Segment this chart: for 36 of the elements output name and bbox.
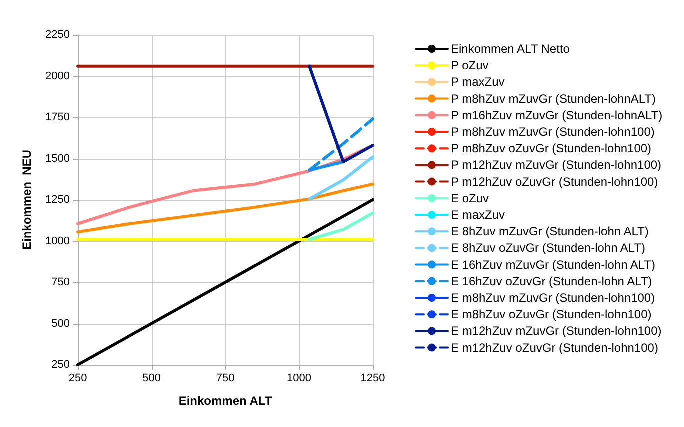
legend-label: Einkommen ALT Netto [451, 42, 570, 56]
legend-label: P m8hZuv mZuvGr (Stunden-lohnALT) [451, 92, 656, 106]
y-tick-label: 2000 [46, 70, 70, 82]
x-tick-label: 750 [216, 372, 235, 384]
y-tick-label: 1750 [46, 112, 70, 124]
y-tick-label: 2250 [46, 29, 70, 41]
x-tick-label: 500 [142, 372, 161, 384]
legend-label: E m8hZuv oZuvGr (Stunden-lohn100) [451, 308, 652, 322]
legend-label: E 16hZuv oZuvGr (Stunden-lohn ALT) [451, 274, 652, 288]
legend-label: P maxZuv [451, 75, 505, 90]
legend-label: E m12hZuv oZuvGr (Stunden-lohn100) [451, 340, 658, 355]
legend-label: E maxZuv [451, 208, 506, 222]
legend-label: E 8hZuv mZuvGr (Stunden-lohn ALT) [451, 224, 649, 239]
legend-label: E m12hZuv mZuvGr (Stunden-lohn100) [451, 324, 662, 338]
legend-label: P m12hZuv oZuvGr (Stunden-lohn100) [451, 174, 658, 189]
x-axis-title: Einkommen ALT [178, 394, 273, 408]
legend-label: P oZuv [451, 58, 489, 73]
y-tick-label: 1500 [46, 152, 70, 165]
legend-label: P m8hZuv mZuvGr (Stunden-lohn100) [451, 125, 655, 139]
y-axis-title: Einkommen NEU [20, 150, 34, 250]
legend-label: E 16hZuv mZuvGr (Stunden-lohn ALT) [451, 258, 656, 272]
y-tick-label: 750 [52, 276, 70, 288]
legend-label: E oZuv [451, 191, 490, 206]
legend-label: P m8hZuv oZuvGr (Stunden-lohn100) [451, 142, 652, 156]
y-tick-label: 500 [52, 318, 70, 330]
line-series [76, 182, 374, 234]
y-tick-label: 1000 [46, 235, 70, 248]
legend-label: E m8hZuv mZuvGr (Stunden-lohn100) [451, 291, 656, 305]
y-tick-label: 250 [52, 359, 70, 371]
legend-label: E 8hZuv oZuvGr (Stunden-lohn ALT) [451, 241, 646, 256]
x-tick-label: 250 [68, 372, 88, 384]
y-tick-label: 1250 [46, 194, 70, 206]
legend-label: P m12hZuv mZuvGr (Stunden-lohn100) [451, 158, 662, 172]
legend-label: P m16hZuv mZuvGr (Stunden-lohnALT) [451, 108, 663, 122]
x-tick-label: 1250 [360, 372, 386, 384]
x-tick-label: 1000 [287, 372, 312, 384]
